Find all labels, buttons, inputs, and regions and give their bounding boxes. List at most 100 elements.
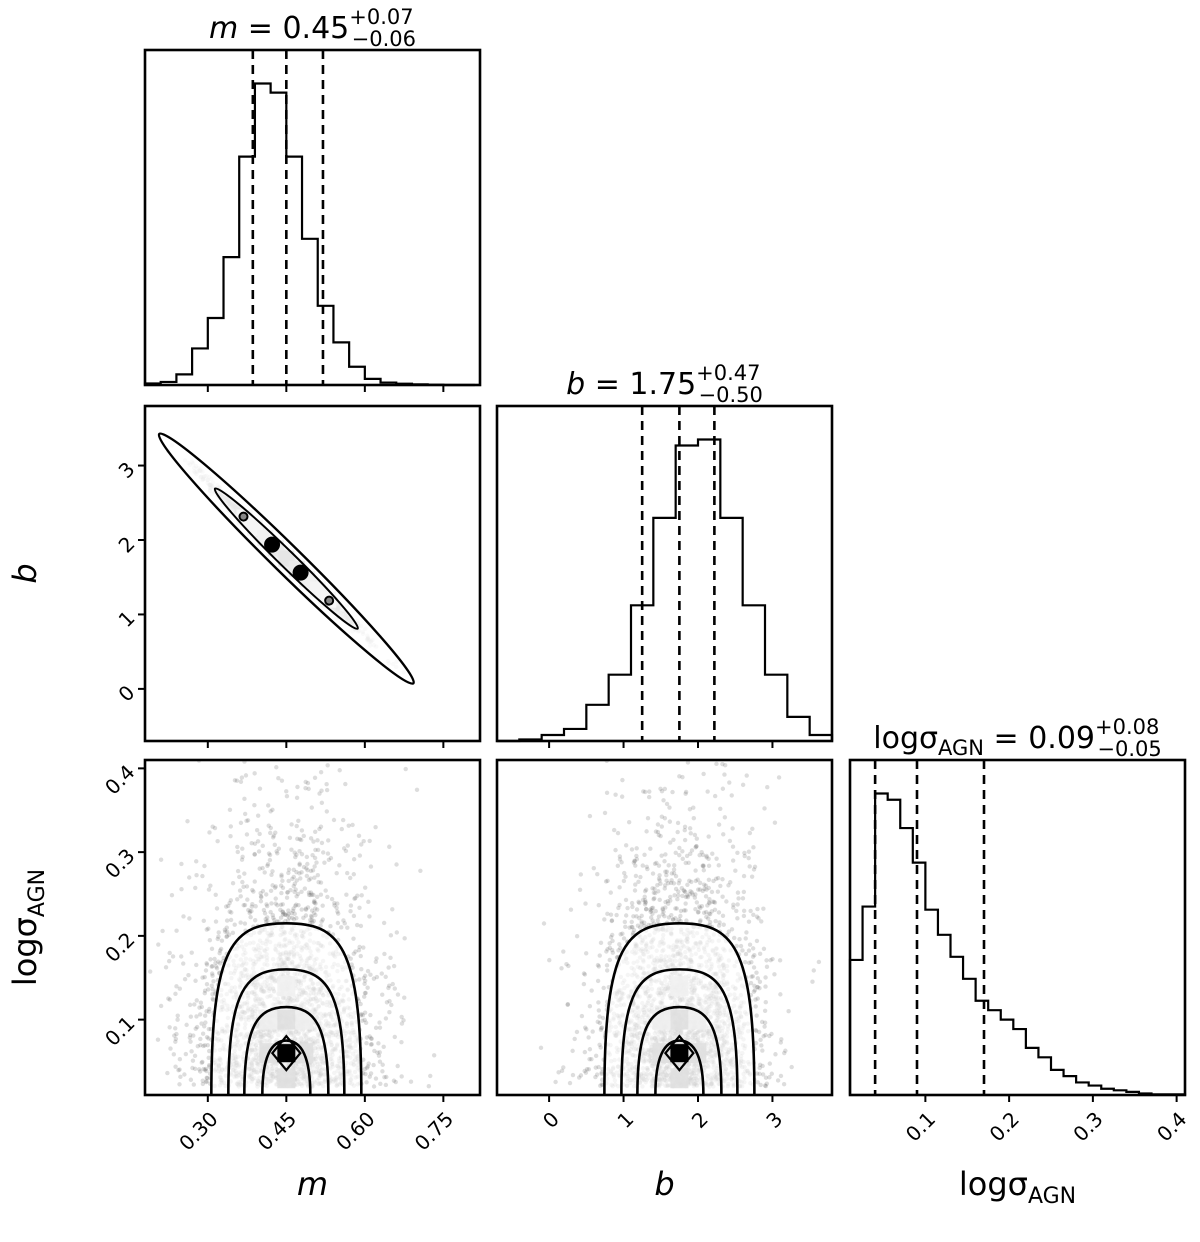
sample-point <box>655 822 661 827</box>
sample-point <box>382 951 387 957</box>
sample-point <box>393 1079 398 1085</box>
sample-point <box>368 864 374 869</box>
sample-point <box>399 1039 404 1045</box>
sample-point <box>204 1075 209 1081</box>
sample-point <box>206 1009 212 1014</box>
sample-point <box>262 911 268 916</box>
sample-point <box>252 771 257 776</box>
sample-point <box>357 853 363 858</box>
sample-point <box>226 732 230 736</box>
sample-point <box>292 911 297 916</box>
sample-point <box>258 891 263 896</box>
sample-point <box>202 1067 208 1073</box>
sample-point <box>201 1043 206 1049</box>
sample-point <box>361 1057 366 1062</box>
sample-point <box>371 1062 376 1068</box>
sample-point <box>395 992 401 997</box>
sample-point <box>266 823 271 828</box>
sample-point <box>299 828 305 833</box>
sample-point <box>325 763 330 768</box>
sample-point <box>285 890 290 895</box>
sample-point <box>264 902 269 907</box>
sample-point <box>602 917 607 922</box>
sample-point <box>278 902 284 908</box>
sample-point <box>315 847 321 853</box>
sample-point <box>197 1005 202 1010</box>
sample-point <box>206 887 212 892</box>
sample-point <box>741 873 747 879</box>
sample-point <box>582 972 588 977</box>
sample-point <box>356 947 362 953</box>
sample-point <box>213 892 218 898</box>
sample-point <box>297 837 303 842</box>
sample-point <box>268 830 273 836</box>
sample-point <box>352 896 357 901</box>
sample-point <box>206 926 211 931</box>
sample-point <box>574 933 580 939</box>
sample-point <box>318 880 324 885</box>
sample-point <box>361 838 366 844</box>
sample-point <box>581 971 587 976</box>
sample-point <box>306 890 312 895</box>
sample-point <box>655 882 660 888</box>
sample-point <box>667 805 672 810</box>
sample-point <box>294 915 299 921</box>
sample-point <box>266 803 271 808</box>
sample-point <box>652 886 657 892</box>
sample-point <box>345 843 350 848</box>
sample-point <box>193 1026 198 1031</box>
sample-point <box>357 905 362 911</box>
sample-point <box>699 904 705 909</box>
sample-point <box>306 786 311 792</box>
sample-point <box>332 903 337 908</box>
sample-point <box>326 857 332 862</box>
sample-point <box>368 1042 374 1047</box>
sample-point <box>621 936 627 941</box>
sample-point <box>308 836 314 841</box>
sample-point <box>363 1020 369 1025</box>
sample-point <box>377 1025 383 1030</box>
sample-point <box>203 1079 209 1085</box>
sample-point <box>598 940 604 946</box>
sample-point <box>607 945 613 950</box>
sample-point <box>351 872 357 877</box>
sample-point <box>369 1042 374 1047</box>
sample-point <box>202 988 208 993</box>
sample-point <box>764 958 769 963</box>
sample-point <box>683 789 689 795</box>
sample-point <box>242 811 248 817</box>
sample-point <box>215 838 220 844</box>
sample-point <box>673 916 678 921</box>
sample-point <box>299 907 304 912</box>
sample-point <box>242 902 248 908</box>
sample-point <box>264 892 269 897</box>
sample-point <box>186 972 191 978</box>
sample-point <box>778 992 783 997</box>
sample-point <box>399 1014 404 1020</box>
sample-point <box>187 1035 193 1040</box>
sample-point <box>642 902 648 907</box>
sample-point <box>643 900 648 905</box>
sample-point <box>214 966 220 971</box>
sample-point <box>634 857 640 862</box>
sample-point <box>293 854 298 860</box>
sample-point <box>268 909 273 915</box>
joint-m-logsigma <box>148 580 437 1095</box>
sample-point <box>335 911 341 916</box>
sample-point <box>199 1004 205 1010</box>
sample-point <box>213 960 218 966</box>
sample-point <box>177 1067 182 1072</box>
sample-point <box>290 747 294 751</box>
sample-point <box>685 893 690 898</box>
sample-point <box>251 580 255 584</box>
sample-point <box>206 1055 211 1061</box>
sample-point <box>290 908 296 914</box>
sample-point <box>351 857 357 862</box>
sample-point <box>308 913 314 919</box>
sample-point <box>244 884 250 889</box>
sample-point <box>661 909 666 914</box>
sample-point <box>175 1013 180 1018</box>
sample-point <box>757 1071 762 1077</box>
sample-point <box>656 863 662 868</box>
sample-point <box>273 901 278 906</box>
